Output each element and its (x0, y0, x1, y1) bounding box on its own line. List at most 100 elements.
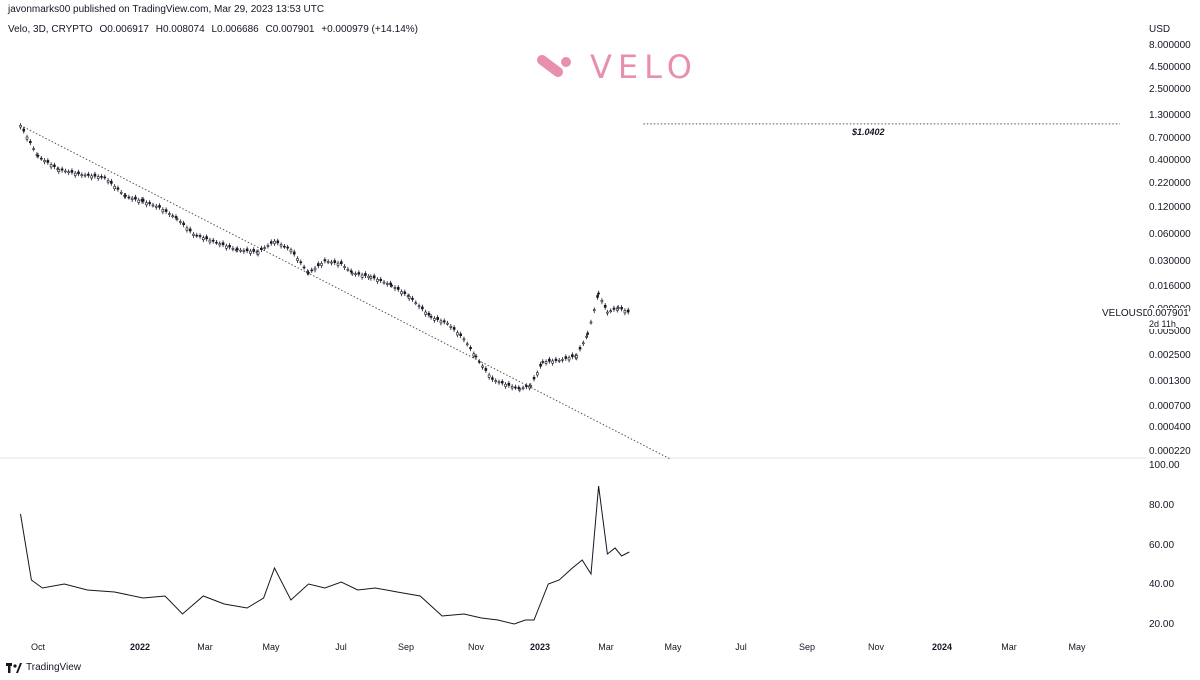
candle-body (532, 377, 536, 380)
legend-change: +0.000979 (+14.14%) (321, 24, 418, 35)
candle-body (141, 198, 145, 202)
published-by: javonmarks00 published on TradingView.co… (8, 4, 325, 15)
candle-body (330, 261, 333, 264)
candle-body (360, 274, 364, 278)
candle-body (106, 180, 110, 183)
candle-body (113, 186, 116, 189)
candle-body (589, 321, 593, 324)
candle-body (299, 261, 303, 264)
candle-body (592, 309, 596, 312)
candle-body (474, 355, 478, 358)
currency-label: USD (1149, 24, 1171, 35)
candle-body (80, 174, 84, 176)
candle-body (175, 218, 179, 220)
symbol-label: VELOUSD (1102, 308, 1150, 319)
candle-body (32, 148, 35, 150)
candle-body (600, 300, 604, 303)
time-tick-label: May (664, 642, 682, 652)
candle-body (127, 196, 131, 199)
candle-body (626, 309, 630, 313)
candle-body (289, 249, 293, 253)
price-tick-label: 0.400000 (1149, 155, 1191, 166)
time-tick-label: 2024 (931, 642, 953, 652)
candle-body (53, 164, 56, 167)
candle-body (433, 318, 436, 321)
price-tick-label: 0.120000 (1149, 202, 1191, 213)
candle-body (333, 260, 337, 263)
candle-body (22, 128, 26, 132)
candle-body (417, 305, 421, 308)
candle-body (116, 187, 120, 190)
candle-body (427, 312, 431, 316)
tradingview-logo-icon (6, 662, 22, 673)
candle-body (536, 372, 539, 376)
candle-body (424, 311, 427, 315)
candle-body (145, 202, 148, 206)
price-tick-label: 0.000220 (1149, 446, 1191, 457)
time-tick-label: May (1068, 642, 1086, 652)
time-tick-label: Mar (1001, 642, 1017, 652)
candle-body (103, 176, 107, 179)
candle-body (326, 261, 330, 263)
candle-body (83, 174, 87, 177)
candle-body (323, 259, 327, 262)
candle-body (548, 358, 551, 362)
candle-body (130, 197, 134, 200)
price-tick-label: 0.030000 (1149, 256, 1191, 267)
candle-body (603, 304, 607, 308)
price-tick-label: 0.000400 (1149, 422, 1191, 433)
time-tick-label: 2023 (529, 642, 551, 652)
candle-body (500, 381, 504, 384)
oscillator-tick-label: 100.00 (1149, 460, 1180, 471)
time-tick-label: Jul (735, 642, 747, 652)
candle-body (623, 310, 627, 314)
time-tick-label: Oct (30, 642, 46, 652)
legend-open: O0.006917 (99, 24, 149, 35)
candle-body (188, 228, 192, 232)
candle-body (231, 247, 235, 250)
candle-body (578, 347, 582, 350)
candle-body (525, 385, 528, 388)
candle-body (221, 242, 225, 246)
candle-body (400, 291, 403, 295)
velo-logo-word: VELO (590, 48, 698, 86)
last-price-label: 0.007901 (1147, 308, 1189, 319)
candle-body (518, 388, 522, 391)
candle-body (168, 213, 171, 215)
candle-body (421, 306, 424, 310)
candle-body (390, 284, 393, 287)
candle-body (256, 251, 260, 255)
velo-logo: VELO (536, 48, 698, 86)
candle-body (276, 240, 280, 244)
candle-body (497, 381, 501, 384)
candle-body (429, 316, 433, 318)
candle-body (469, 347, 472, 350)
candle-body (393, 287, 397, 290)
candle-body (459, 333, 462, 337)
legend-close: C0.007901 (265, 24, 315, 35)
candle-body (596, 295, 599, 298)
candle-body (263, 247, 266, 249)
oscillator-tick-label: 60.00 (1149, 540, 1175, 551)
candle-body (93, 173, 97, 177)
candle-body (70, 170, 74, 173)
legend-symbol[interactable]: Velo, 3D, CRYPTO (8, 24, 93, 35)
tradingview-footer[interactable]: TradingView (6, 662, 81, 673)
candle-body (449, 326, 453, 328)
candle-body (557, 359, 561, 362)
oscillator-line (20, 485, 630, 625)
price-tick-label: 0.000700 (1149, 401, 1191, 412)
candle-body (46, 160, 50, 163)
ohlc-legend: Velo, 3D, CRYPTO O0.006917 H0.008074 L0.… (8, 24, 422, 35)
candle-body (60, 168, 64, 171)
target-price-label: $1.0402 (852, 127, 885, 137)
price-tick-label: 4.500000 (1149, 62, 1191, 73)
candle-body (292, 251, 296, 255)
candle-body (521, 387, 525, 390)
candle-body (612, 307, 616, 310)
price-tick-label: 0.001300 (1149, 376, 1191, 387)
candle-body (25, 136, 29, 140)
candle-body (343, 266, 346, 268)
candle-body (119, 191, 123, 194)
